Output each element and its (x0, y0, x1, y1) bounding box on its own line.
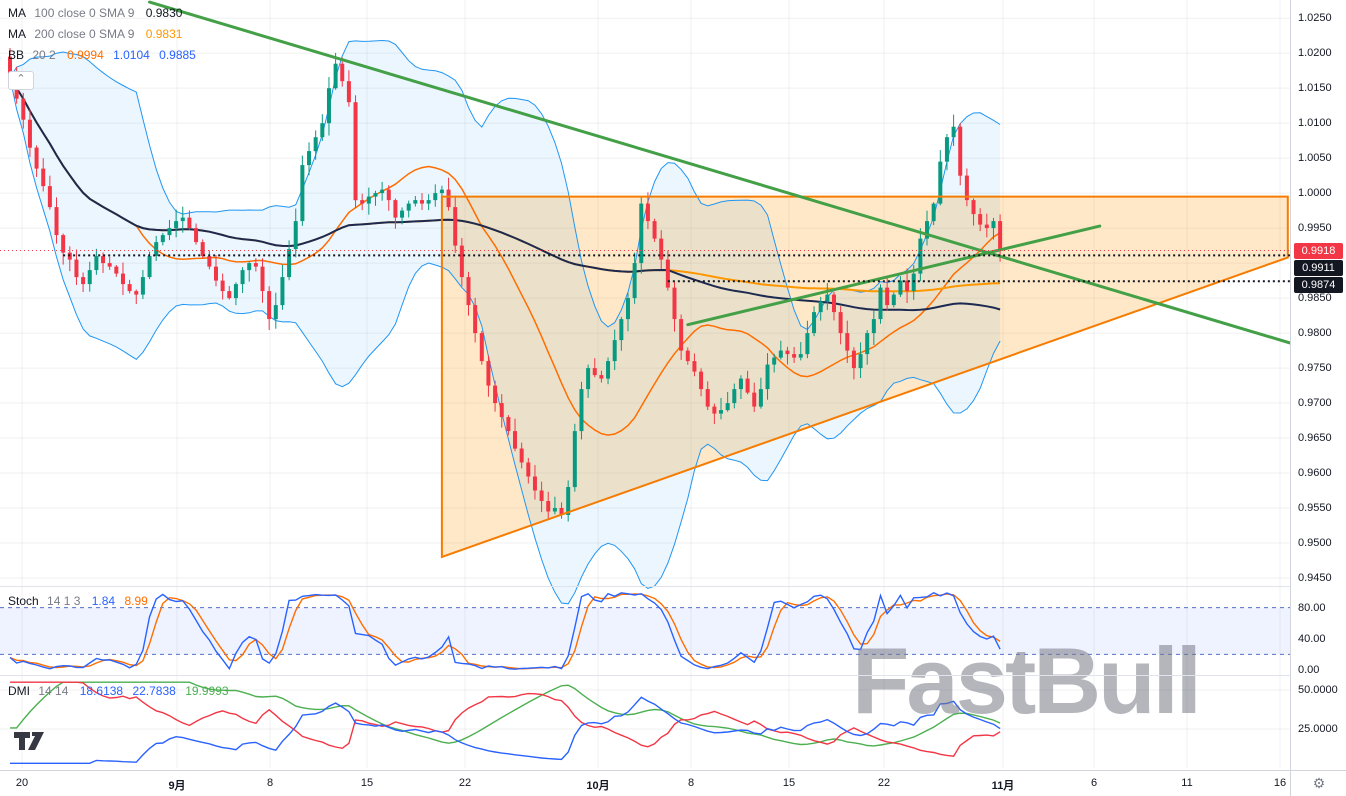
time-label: 10月 (586, 780, 610, 792)
axis-tick-label: 0.9500 (1298, 537, 1332, 549)
panel-separator[interactable] (0, 675, 1346, 676)
axis-tick-label: 0.9950 (1298, 222, 1332, 235)
time-label: 8 (266, 777, 274, 789)
axis-tick-label: 0.9700 (1298, 397, 1332, 410)
ma200-value: 0.9831 (145, 27, 183, 41)
dmi-name: DMI (8, 684, 30, 698)
axis-tick-label: 0.9750 (1298, 362, 1332, 375)
time-label: 11 (1181, 777, 1193, 789)
stoch-k-value: 1.84 (91, 594, 116, 608)
axis-tick-label: 1.0100 (1298, 117, 1332, 130)
stoch-name: Stoch (8, 594, 39, 608)
axis-tick-label: 25.0000 (1298, 723, 1338, 735)
collapse-indicators-button[interactable]: ⌃ (8, 71, 34, 90)
axis-tick-label: 1.0150 (1298, 82, 1332, 95)
time-label: 20 (15, 777, 29, 789)
indicator-legend-main: MA 100 close 0 SMA 9 0.9830 MA 200 close… (8, 3, 202, 90)
bb-upper-value: 1.0104 (113, 48, 150, 62)
legend-ma100[interactable]: MA 100 close 0 SMA 9 0.9830 (8, 3, 202, 24)
ma200-name: MA (8, 27, 26, 41)
ma100-params: 100 close 0 SMA 9 (34, 6, 135, 20)
bb-params: 20 2 (32, 48, 56, 62)
time-label: 8 (687, 777, 695, 789)
legend-bb[interactable]: BB 20 2 0.9994 1.0104 0.9885 (8, 45, 202, 66)
axis-tick-label: 0.00 (1298, 664, 1320, 676)
axis-tick-label: 0.9600 (1298, 467, 1332, 480)
axis-tick-label: 0.9800 (1298, 327, 1332, 340)
indicator-legend-dmi[interactable]: DMI 14 14 18.6138 22.7838 19.9993 (8, 681, 235, 702)
axis-tick-label: 50.0000 (1298, 684, 1338, 696)
time-axis[interactable]: 20 9月 8 15 22 10月 8 15 22 11月 6 11 16 (0, 770, 1290, 796)
price-badge: 0.9874 (1294, 276, 1343, 293)
bb-basis-value: 0.9994 (67, 48, 104, 62)
time-label: 9月 (168, 780, 186, 792)
dmi-value-2: 22.7838 (132, 684, 176, 698)
price-badge: 0.9918 (1294, 242, 1343, 259)
stoch-params: 14 1 3 (47, 594, 81, 608)
chevron-up-icon: ⌃ (16, 73, 26, 85)
legend-ma200[interactable]: MA 200 close 0 SMA 9 0.9831 (8, 24, 202, 45)
dmi-params: 14 14 (38, 684, 69, 698)
gear-icon[interactable]: ⚙ (1312, 775, 1326, 791)
axis-tick-label: 1.0000 (1298, 187, 1332, 200)
time-label: 6 (1090, 777, 1098, 789)
ma200-params: 200 close 0 SMA 9 (34, 27, 135, 41)
ma100-value: 0.9830 (145, 6, 183, 20)
time-label: 15 (360, 777, 374, 789)
price-badge: 0.9911 (1294, 259, 1343, 276)
tradingview-logo[interactable] (12, 729, 46, 758)
time-label: 22 (877, 777, 891, 789)
time-label: 11月 (991, 780, 1015, 792)
axis-tick-label: 0.9550 (1298, 502, 1332, 515)
axis-settings-corner: ⚙ (1290, 770, 1346, 796)
ma100-name: MA (8, 6, 26, 20)
price-axis[interactable]: 1.0250 1.0200 1.0150 1.0100 1.0050 1.0000 0.99… (1290, 0, 1346, 770)
time-label: 16 (1273, 777, 1287, 789)
chart-canvas[interactable] (0, 0, 1290, 770)
time-label: 15 (782, 777, 796, 789)
bb-lower-value: 0.9885 (159, 48, 196, 62)
dmi-value-3: 19.9993 (185, 684, 229, 698)
axis-tick-label: 40.00 (1298, 632, 1326, 645)
indicator-legend-stoch[interactable]: Stoch 14 1 3 1.84 8.99 (8, 591, 154, 612)
bb-name: BB (8, 48, 25, 62)
dmi-value-1: 18.6138 (79, 684, 124, 698)
time-label: 22 (458, 777, 472, 789)
axis-tick-label: 1.0250 (1298, 12, 1332, 25)
axis-tick-label: 1.0200 (1298, 47, 1332, 60)
panel-separator[interactable] (0, 586, 1346, 587)
stoch-d-value: 8.99 (124, 594, 148, 608)
axis-tick-label: 0.9650 (1298, 432, 1332, 445)
axis-tick-label: 1.0050 (1298, 152, 1332, 165)
tradingview-logo-icon (14, 732, 44, 750)
axis-tick-label: 0.9850 (1298, 292, 1332, 305)
axis-tick-label: 0.9450 (1298, 572, 1332, 584)
axis-tick-label: 80.00 (1298, 601, 1326, 614)
